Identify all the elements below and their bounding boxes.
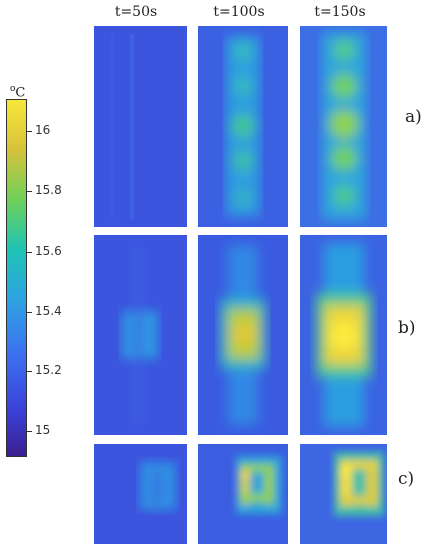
- thermal-panel-c-t100: [198, 444, 288, 544]
- column-title-t100: t=100s: [213, 4, 265, 20]
- thermal-panel-a-t100: [198, 26, 288, 227]
- colorbar-tick: [27, 191, 32, 192]
- colorbar-tick: [27, 131, 32, 132]
- row-label-c: c): [398, 469, 415, 489]
- column-title-t150: t=150s: [314, 4, 366, 20]
- thermal-panel-a-t50: [94, 26, 187, 227]
- degree-symbol: o: [10, 84, 16, 94]
- row-label-b: b): [398, 318, 416, 338]
- colorbar-tick-label: 16: [35, 123, 51, 137]
- thermal-panel-b-t50: [94, 235, 187, 435]
- colorbar-unit: oC: [10, 84, 25, 100]
- colorbar-tick-label: 15.6: [35, 244, 62, 258]
- column-title-t50: t=50s: [114, 4, 158, 20]
- colorbar-tick-label: 15.8: [35, 183, 62, 197]
- colorbar-tick-label: 15.4: [35, 304, 62, 318]
- colorbar-tick-label: 15: [35, 423, 51, 437]
- thermal-panel-a-t150: [300, 26, 387, 227]
- thermal-panel-b-t100: [198, 235, 288, 435]
- row-label-a: a): [405, 107, 422, 127]
- colorbar-tick: [27, 252, 32, 253]
- colorbar-tick: [27, 431, 32, 432]
- colorbar-tick: [27, 371, 32, 372]
- thermal-panel-c-t150: [300, 444, 387, 544]
- colorbar-tick: [27, 312, 32, 313]
- unit-letter: C: [15, 85, 26, 101]
- colorbar: [6, 99, 27, 457]
- thermal-panel-b-t150: [300, 235, 387, 435]
- colorbar-tick-label: 15.2: [35, 363, 62, 377]
- thermal-panel-c-t50: [94, 444, 187, 544]
